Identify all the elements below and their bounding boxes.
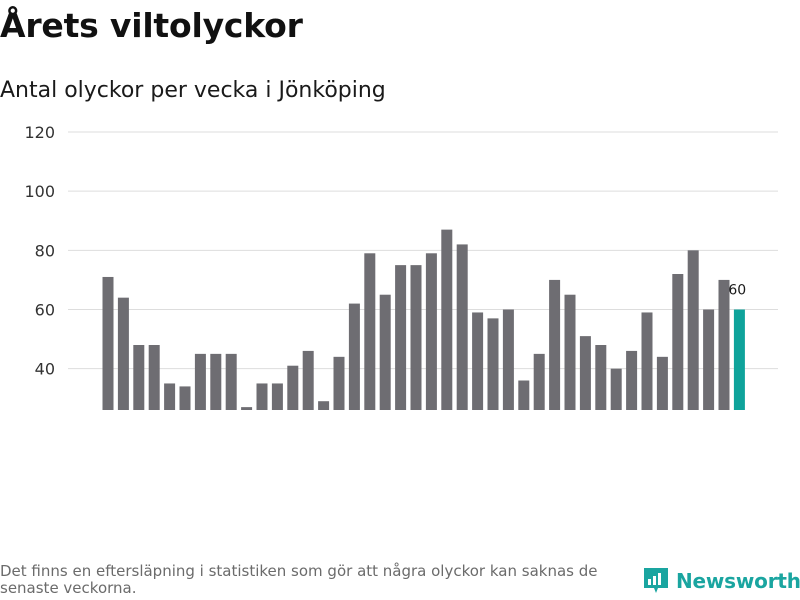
bar [441,229,453,410]
bar [287,365,299,410]
bar [395,265,407,410]
bar [472,312,484,410]
bar [225,353,237,410]
bar [595,345,607,410]
bar [164,383,176,410]
highlighted-bar [733,309,745,410]
bar [626,350,638,410]
bar [179,386,191,410]
chart-subtitle: Antal olyckor per vecka i Jönköping [0,78,386,103]
bar [703,309,715,410]
bar-chart: 020406080100120jan.feb.marsapr.majjuniju… [24,123,778,410]
bar [672,274,684,410]
y-tick-label: 60 [35,301,55,320]
chart-title: Årets viltolyckor [0,6,303,45]
bar [410,265,422,410]
bar [364,253,376,410]
newsworthy-logo-icon [644,568,668,593]
bar [194,353,206,410]
bar [271,383,283,410]
bar [564,294,576,410]
bar [687,250,699,410]
y-tick-label: 120 [24,123,55,142]
bar [456,244,468,410]
bar [348,303,360,410]
bar [148,345,160,410]
brand-name: Newsworthy [676,569,800,593]
bar [318,401,330,410]
bar [425,253,437,410]
bar [641,312,653,410]
bar [102,276,114,410]
bar [210,353,222,410]
y-tick-label: 100 [24,182,55,201]
bar [487,318,499,410]
bar [549,279,561,410]
bar [333,356,345,410]
bar [533,353,545,410]
bar [656,356,668,410]
bar [379,294,391,410]
bar [256,383,268,410]
bar [302,350,314,410]
bar [718,279,730,410]
brand-logo[interactable]: Newsworthy [644,568,800,594]
y-tick-label: 40 [35,360,55,379]
bar [579,336,591,410]
bar [241,407,253,410]
bar [610,368,622,410]
bar [518,380,530,410]
y-tick-label: 80 [35,241,55,260]
footnote: Det finns en eftersläpning i statistiken… [0,562,598,597]
bar [133,345,145,410]
bar [117,297,129,410]
data-label: 60 [728,283,746,299]
bar [502,309,514,410]
